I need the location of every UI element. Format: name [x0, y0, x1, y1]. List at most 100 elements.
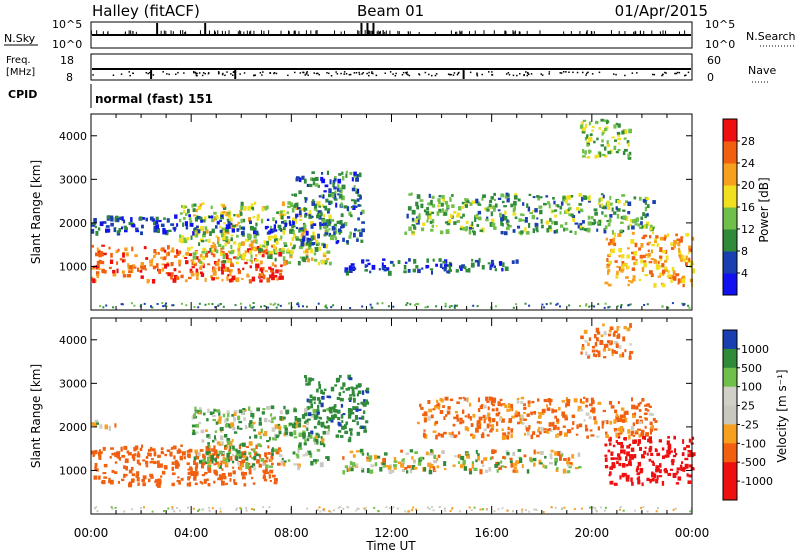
data-cell [192, 252, 197, 256]
data-cell [193, 471, 197, 476]
data-cell [404, 467, 408, 470]
data-cell [254, 451, 258, 456]
data-cell [117, 248, 120, 252]
data-cell [655, 510, 658, 513]
data-cell [589, 506, 592, 509]
data-cell [324, 206, 328, 211]
data-cell [366, 401, 370, 405]
data-cell [500, 465, 505, 468]
data-cell [582, 119, 587, 122]
data-cell [584, 136, 587, 141]
data-cell [646, 242, 650, 246]
data-cell [221, 237, 226, 241]
data-cell [270, 413, 273, 417]
data-cell [124, 229, 128, 233]
data-cell [438, 506, 441, 508]
colorbar-swatch [723, 251, 737, 274]
data-cell [486, 208, 490, 212]
data-cell [121, 455, 126, 458]
data-cell [220, 249, 223, 254]
data-cell [242, 226, 246, 231]
data-cell [554, 214, 557, 218]
data-cell [232, 445, 235, 450]
data-cell [352, 454, 356, 458]
data-cell [490, 400, 494, 403]
data-cell [610, 451, 614, 456]
data-cell [596, 435, 600, 438]
data-cell [239, 255, 242, 259]
data-cell [333, 234, 336, 238]
data-cell [659, 247, 663, 253]
data-cell [541, 224, 544, 229]
data-cell [240, 205, 243, 211]
data-cell [518, 231, 522, 235]
data-cell [349, 269, 353, 273]
data-cell [324, 305, 327, 308]
data-cell [677, 282, 680, 285]
data-cell [345, 173, 348, 178]
data-cell [261, 269, 264, 274]
data-cell [205, 250, 208, 253]
data-cell [99, 424, 103, 429]
data-cell [625, 456, 628, 461]
data-cell [430, 220, 433, 224]
data-cell [599, 197, 603, 202]
data-cell [638, 415, 642, 419]
data-cell [174, 465, 179, 469]
data-cell [444, 509, 447, 512]
data-cell [232, 470, 236, 475]
data-cell [241, 411, 245, 416]
nave-dot [406, 71, 408, 73]
data-cell [506, 451, 510, 456]
data-cell [202, 263, 205, 269]
data-cell [628, 355, 632, 360]
data-cell [246, 233, 251, 239]
data-cell [495, 412, 500, 417]
data-cell [616, 326, 619, 331]
data-cell [666, 440, 670, 445]
data-cell [663, 259, 668, 263]
data-cell [151, 279, 156, 284]
data-cell [252, 482, 256, 485]
data-cell [367, 262, 371, 266]
data-cell [583, 195, 588, 200]
data-cell [97, 451, 102, 457]
data-cell [436, 211, 440, 216]
data-cell [430, 199, 433, 205]
data-cell [343, 205, 348, 209]
data-cell [359, 232, 363, 237]
data-cell [171, 461, 175, 465]
data-cell [357, 204, 361, 207]
data-cell [242, 252, 247, 257]
x-tick-label: 00:00 [74, 526, 109, 540]
data-cell [228, 458, 231, 462]
data-cell [607, 283, 612, 287]
data-cell [448, 219, 451, 223]
data-cell [330, 419, 334, 423]
data-cell [171, 247, 175, 251]
data-cell [281, 210, 286, 213]
data-cell [510, 428, 514, 433]
data-cell [326, 416, 329, 420]
data-cell [553, 409, 558, 413]
data-cell [625, 417, 628, 423]
data-cell [409, 449, 414, 453]
nave-dot [450, 73, 452, 76]
nave-dot [678, 71, 681, 74]
data-cell [106, 215, 111, 219]
data-cell [601, 133, 604, 136]
data-cell [554, 221, 558, 226]
data-cell [472, 304, 475, 307]
data-cell [649, 270, 653, 275]
data-cell [151, 448, 156, 452]
data-cell [197, 510, 199, 512]
data-cell [225, 267, 230, 272]
data-cell [192, 255, 197, 260]
data-cell [188, 214, 191, 218]
data-cell [444, 221, 449, 224]
velocity-cbar-label: Velocity [m s⁻¹] [775, 369, 789, 462]
data-cell [142, 482, 146, 487]
data-cell [273, 229, 278, 232]
data-cell [201, 202, 205, 205]
data-cell [262, 249, 267, 254]
